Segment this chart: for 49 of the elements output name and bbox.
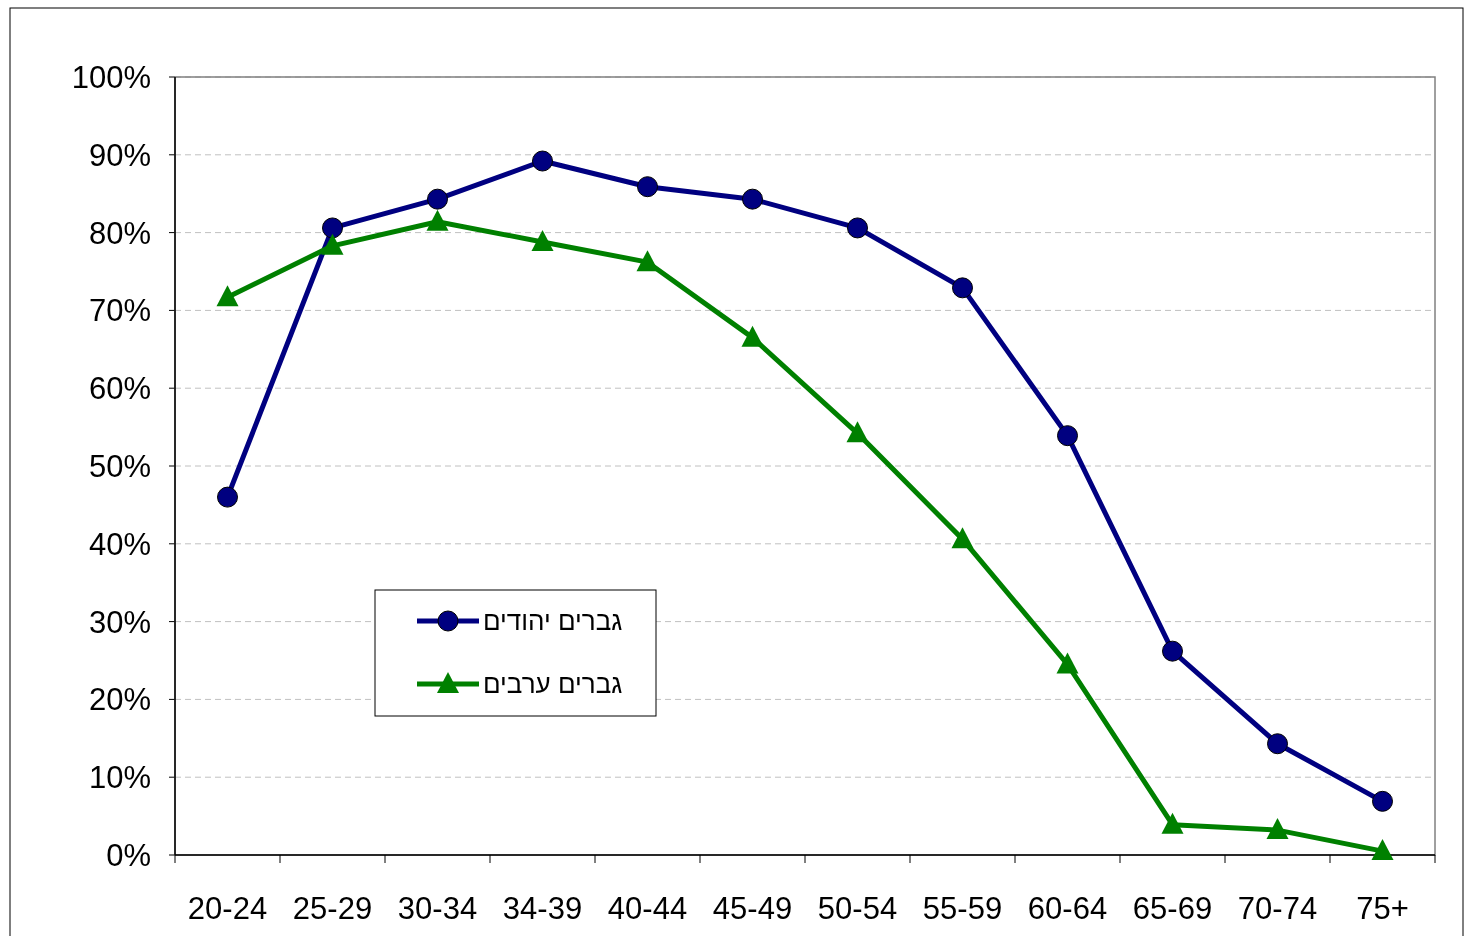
point: [532, 150, 553, 172]
point: [426, 209, 449, 231]
point: [636, 250, 659, 272]
x-tick-label: 70-74: [1237, 891, 1318, 926]
legend-label: גברים ערבים: [483, 669, 623, 699]
point: [1266, 818, 1289, 840]
y-tick-label: 40%: [88, 526, 151, 562]
y-tick-label: 100%: [71, 60, 151, 95]
x-tick-label: 20-24: [187, 891, 268, 926]
x-tick-label: 50-54: [817, 891, 898, 926]
x-tick-label: 30-34: [397, 891, 478, 926]
point: [1371, 839, 1394, 861]
x-tick-label: 65-69: [1132, 891, 1213, 926]
x-tick-label: 45-49: [712, 891, 793, 926]
y-tick-label: 90%: [88, 137, 151, 173]
y-tick-label: 30%: [88, 604, 151, 640]
point: [1267, 733, 1288, 755]
x-tick-label: 60-64: [1027, 891, 1108, 926]
x-tick-label: 34-39: [502, 891, 583, 926]
x-tick-label: 75+: [1356, 891, 1409, 926]
point: [1162, 640, 1183, 662]
point: [952, 277, 973, 299]
legend-label: גברים יהודים: [483, 606, 623, 636]
point: [322, 217, 343, 239]
point: [741, 325, 764, 347]
point: [637, 176, 658, 198]
point: [321, 233, 344, 255]
point: [531, 229, 554, 251]
point: [1056, 652, 1079, 674]
point: [1057, 425, 1078, 447]
point: [1161, 812, 1184, 834]
y-tick-label: 50%: [88, 449, 151, 484]
point: [951, 527, 974, 549]
point: [217, 486, 238, 508]
y-tick-label: 80%: [88, 215, 151, 251]
point: [1372, 790, 1393, 812]
y-tick-label: 70%: [88, 293, 151, 329]
x-tick-label: 55-59: [922, 891, 1003, 926]
y-tick-label: 60%: [88, 371, 151, 407]
x-tick-label: 40-44: [607, 891, 688, 926]
x-tick-label: 25-29: [292, 891, 373, 926]
y-tick-label: 10%: [88, 760, 151, 796]
point: [216, 285, 239, 307]
y-tick-label: 20%: [88, 682, 151, 718]
point: [847, 217, 868, 239]
point: [846, 421, 869, 443]
point: [742, 188, 763, 210]
point: [427, 188, 448, 210]
y-tick-label: 0%: [106, 838, 151, 873]
